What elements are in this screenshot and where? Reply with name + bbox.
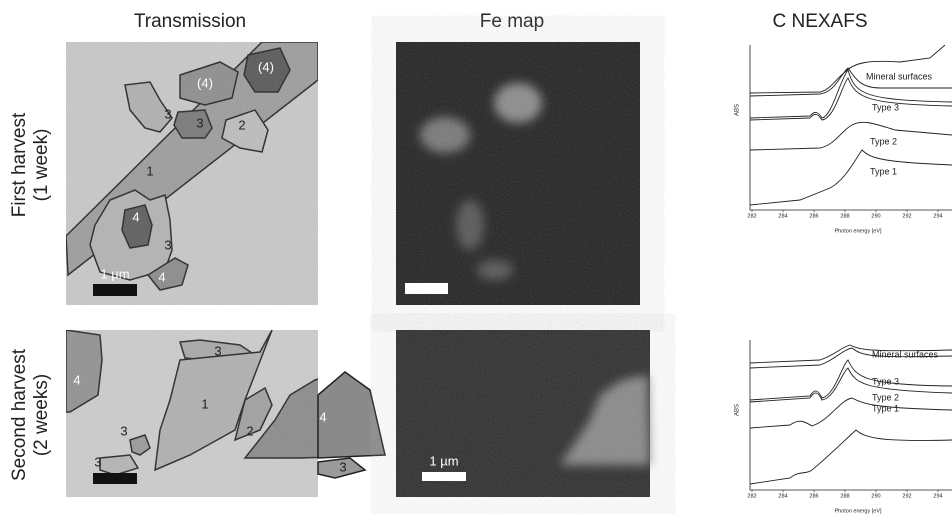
image-area [93,284,137,296]
region-label: 3 [214,343,221,358]
spectrum-label: Type 3 [872,376,899,386]
region-outline [318,372,385,458]
x-tick-label: 294 [933,493,942,499]
spectrum-label: Type 1 [870,166,897,176]
x-tick-label: 286 [809,493,818,499]
image-area [405,283,448,294]
page: {"column_titles": ["Transmission", "Fe m… [0,0,952,517]
spectrum-label: Type 3 [872,102,899,112]
x-tick-label: 284 [778,493,787,499]
spectrum-label: Type 2 [870,136,897,146]
spectrum-label: Type 1 [872,403,899,413]
region-label: 3 [94,454,101,469]
row-label: (1 week) [31,129,52,202]
region-label: (4) [197,75,213,90]
x-tick-label: 292 [902,493,911,499]
shape: 282284286288290292294296 [747,210,952,219]
x-tick-label: 290 [871,213,880,219]
axis [750,340,952,490]
column-title: Fe map [480,11,544,32]
x-axis-label: Photon energy [eV] [834,508,882,514]
y-axis-label: ABS [735,404,741,416]
spectrum-curve [750,398,952,428]
x-tick-label: 290 [871,493,880,499]
region-label: 3 [164,237,171,252]
spectrum-label: Type 2 [872,392,899,402]
region-label: 3 [120,423,127,438]
region-label: 3 [164,106,171,121]
row-label: (2 weeks) [31,374,52,456]
region-label: 4 [319,409,326,424]
spectrum-curve [750,360,952,400]
row-label: First harvest [9,112,30,217]
spectrum-label: Mineral surfaces [872,349,939,359]
spectrum-curve [750,78,952,120]
region-label: 2 [238,117,245,132]
x-tick-label: 282 [747,493,756,499]
image-area [396,42,640,305]
image-area [66,330,318,497]
region-label: 1 [146,163,153,178]
axis [750,45,952,210]
x-tick-label: 288 [840,213,849,219]
x-tick-label: 286 [809,213,818,219]
figure: Transmission Fe map C NEXAFS First harve… [0,0,952,517]
x-tick-label: 292 [902,213,911,219]
region-label: 4 [158,269,165,284]
region-label: 3 [196,115,203,130]
region-label: 4 [73,372,80,387]
region-label: 4 [132,209,139,224]
scale-bar-label: 1 µm [429,453,458,468]
region-label: 3 [339,459,346,474]
spectrum-curve [750,430,952,484]
image-area [93,473,137,484]
shape: 282284286288290292294296 [747,490,952,499]
column-title: C NEXAFS [772,11,867,32]
row-label: Second harvest [9,348,30,481]
nexafs-plot-1: ABS Mineral surfaces Type 3 Type 2 Type … [735,45,952,234]
spectrum-label: Mineral surfaces [866,71,933,81]
region-label: (4) [258,59,274,74]
column-title: Transmission [134,11,246,32]
x-tick-label: 282 [747,213,756,219]
region-label: 1 [201,396,208,411]
x-axis-label: Photon energy [eV] [834,228,882,234]
x-tick-label: 288 [840,493,849,499]
scale-bar-label: 1 µm [100,266,129,281]
region-label: 2 [246,423,253,438]
spectrum-curve [750,150,952,205]
y-axis-label: ABS [735,104,741,116]
image-area [422,472,466,481]
body: Transmission Fe map C NEXAFS First harve… [0,0,952,517]
x-tick-label: 294 [933,213,942,219]
x-tick-label: 284 [778,213,787,219]
nexafs-plot-2: ABS Mineral surfaces Type 3 Type 2 Type … [735,340,952,514]
image-area [396,330,650,497]
spectrum-curve [750,122,952,150]
